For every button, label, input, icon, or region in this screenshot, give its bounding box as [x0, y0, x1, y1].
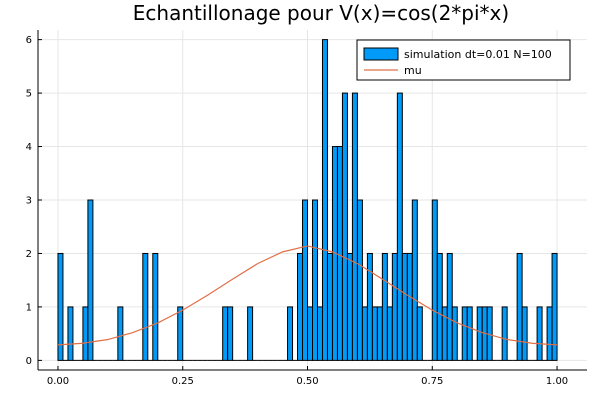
- histogram-bar: [521, 306, 528, 361]
- histogram-bar: [336, 146, 343, 361]
- histogram-bar: [302, 199, 309, 361]
- histogram-bar: [356, 199, 363, 361]
- y-tick-label: 4: [26, 142, 32, 153]
- histogram-bar: [466, 306, 473, 361]
- histogram-bar: [391, 252, 398, 361]
- y-ticks: 0 1 2 3 4 5 6: [26, 35, 42, 367]
- histogram-bar: [222, 306, 229, 361]
- legend-label-mu: mu: [404, 64, 422, 77]
- histogram-bar: [142, 252, 149, 361]
- histogram-bar: [57, 252, 64, 361]
- histogram-bar: [406, 252, 413, 361]
- y-tick-label: 1: [26, 302, 32, 313]
- x-ticks: 0.00 0.25 0.50 0.75 1.00: [47, 366, 568, 387]
- histogram-bar: [227, 306, 234, 361]
- histogram-bar: [551, 252, 558, 361]
- histogram-bar: [351, 92, 358, 361]
- y-tick-label: 5: [26, 89, 32, 100]
- histogram-bars: [57, 39, 558, 361]
- histogram-bar: [386, 306, 393, 361]
- histogram-bar: [361, 306, 368, 361]
- histogram-bar: [307, 306, 314, 361]
- y-tick-label: 0: [26, 356, 32, 367]
- histogram-bar: [441, 306, 448, 361]
- histogram-bar: [451, 306, 458, 361]
- y-tick-label: 6: [26, 35, 32, 46]
- histogram-bar: [376, 306, 383, 361]
- histogram-bar: [546, 306, 553, 361]
- x-tick-label: 0.50: [296, 376, 318, 387]
- histogram-bar: [321, 39, 328, 361]
- histogram-bar: [411, 199, 418, 361]
- histogram-bar: [476, 306, 483, 361]
- histogram-bar: [316, 306, 323, 361]
- histogram-bar: [87, 199, 94, 361]
- x-tick-label: 0.00: [47, 376, 69, 387]
- histogram-bar: [401, 252, 408, 361]
- mu-line: [57, 245, 558, 346]
- y-tick-label: 3: [26, 196, 32, 207]
- y-tick-label: 2: [26, 249, 32, 260]
- histogram-bar: [247, 306, 254, 361]
- mu-line-group: [57, 245, 558, 346]
- legend-label-simulation: simulation dt=0.01 N=100: [404, 48, 552, 61]
- x-tick-label: 0.25: [172, 376, 194, 387]
- histogram-bar: [117, 306, 124, 361]
- histogram-bar: [371, 306, 378, 361]
- histogram-bar: [346, 252, 353, 361]
- histogram-bar: [536, 306, 543, 361]
- histogram-bar: [446, 252, 453, 361]
- histogram-bar: [381, 252, 388, 361]
- histogram-bar: [501, 306, 508, 361]
- histogram-bar: [341, 92, 348, 361]
- histogram-bar: [326, 252, 333, 361]
- histogram-bar: [312, 199, 318, 361]
- chart-title: Echantillonage pour V(x)=cos(2*pi*x): [133, 1, 509, 25]
- histogram-bar: [152, 252, 159, 361]
- histogram-bar: [416, 306, 423, 361]
- histogram-bar: [436, 252, 443, 361]
- histogram-bar: [396, 92, 403, 361]
- legend: simulation dt=0.01 N=100 mu: [356, 39, 571, 81]
- histogram-bar: [516, 252, 523, 361]
- histogram-bar: [177, 306, 184, 361]
- histogram-bar: [366, 252, 373, 361]
- x-tick-label: 0.75: [421, 376, 443, 387]
- x-tick-label: 1.00: [546, 376, 568, 387]
- histogram-bar: [461, 306, 468, 361]
- legend-swatch-bar: [363, 47, 399, 61]
- histogram-bar: [67, 306, 74, 361]
- histogram-bar: [287, 306, 294, 361]
- histogram-bar: [431, 199, 438, 361]
- histogram-bar: [297, 252, 304, 361]
- histogram-bar: [82, 306, 89, 361]
